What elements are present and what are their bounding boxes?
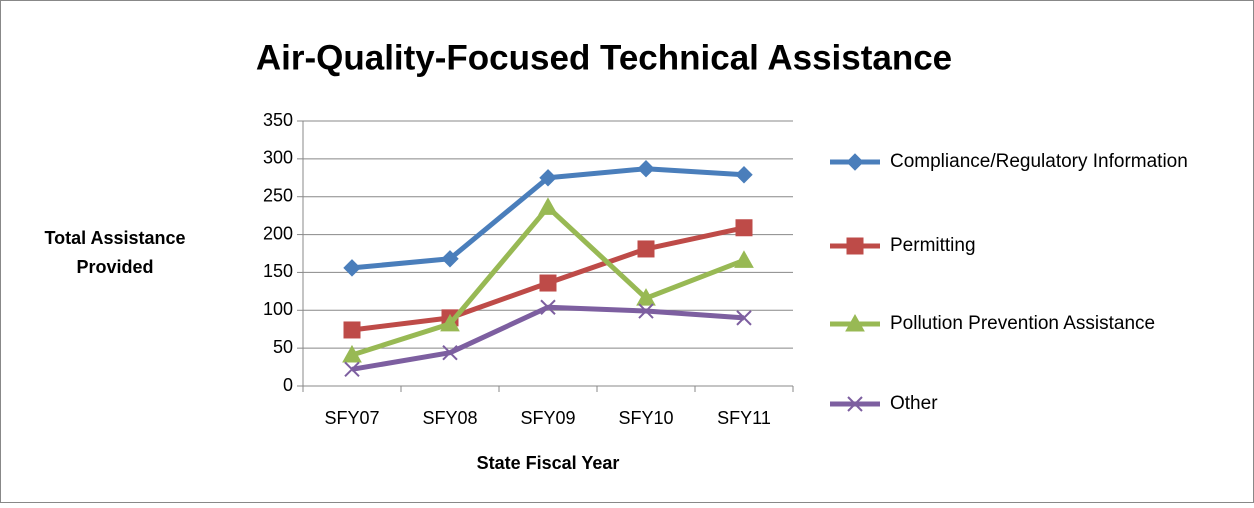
marker [637, 240, 655, 258]
marker [539, 169, 557, 187]
x-tick-label: SFY10 [618, 408, 673, 428]
legend-label: Pollution Prevention Assistance [890, 313, 1156, 334]
y-tick-label: 250 [263, 185, 293, 205]
marker [638, 303, 654, 319]
marker [540, 299, 556, 315]
y-tick-label: 100 [263, 299, 293, 319]
marker [442, 344, 458, 361]
marker [735, 219, 753, 237]
marker [440, 313, 460, 332]
marker [343, 321, 361, 339]
x-axis-label: State Fiscal Year [477, 453, 620, 473]
legend-box: Other [890, 393, 938, 414]
x-tick-label: SFY11 [717, 408, 771, 428]
marker [538, 197, 558, 215]
y-axis-label-box: Total Assistance Provided [44, 228, 186, 277]
legend-label: Other [890, 393, 938, 414]
marker [847, 396, 863, 412]
legend-label: Permitting [890, 235, 976, 256]
marker [636, 288, 656, 306]
marker [344, 361, 360, 378]
legend-label: Compliance/Regulatory Information [890, 151, 1188, 172]
marker [343, 259, 361, 277]
marker [342, 344, 362, 363]
y-axis-label: Total Assistance Provided [44, 228, 186, 277]
marker [539, 274, 557, 292]
marker [637, 159, 655, 178]
marker [735, 166, 753, 184]
y-tick-label: 300 [263, 148, 293, 168]
y-tick-label: 200 [263, 223, 293, 243]
marker [441, 250, 459, 268]
legend-box: Permitting [890, 235, 976, 256]
y-tick-label: 150 [263, 261, 293, 281]
legend-box: Compliance/Regulatory Information [890, 151, 1188, 172]
y-tick-label: 350 [263, 110, 293, 130]
y-tick-label: 0 [283, 375, 293, 395]
x-tick-label: SFY09 [520, 408, 575, 428]
marker [846, 237, 864, 255]
marker [734, 250, 754, 268]
legend-box: Pollution Prevention Assistance [890, 313, 1156, 334]
marker [846, 153, 864, 171]
chart-title: Air-Quality-Focused Technical Assistance [256, 38, 952, 77]
marker [736, 310, 752, 326]
y-tick-label: 50 [273, 337, 293, 357]
x-tick-label: SFY08 [422, 408, 477, 428]
x-tick-label: SFY07 [324, 408, 379, 428]
marker [845, 313, 865, 332]
